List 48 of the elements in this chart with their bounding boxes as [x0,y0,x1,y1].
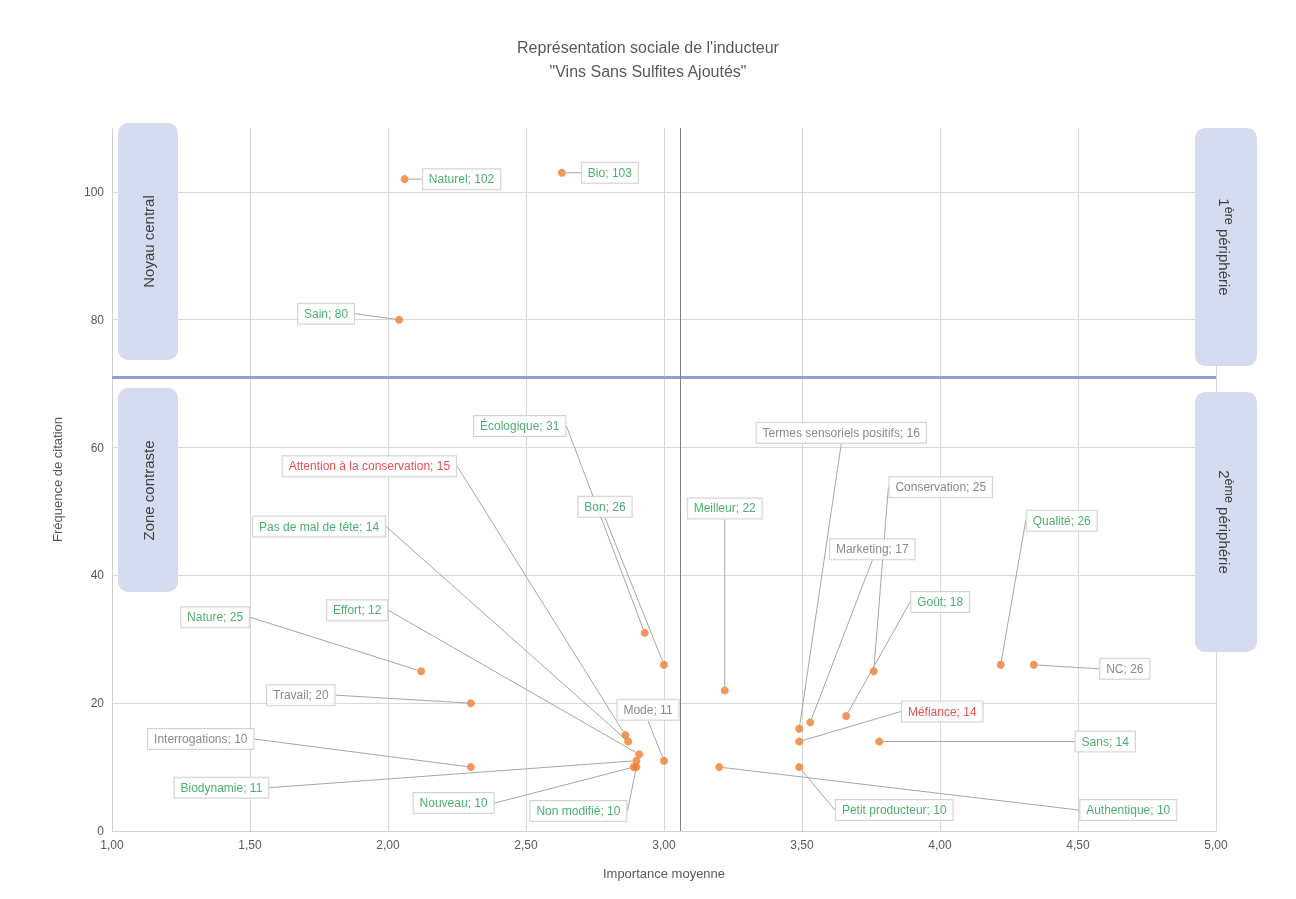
y-tick-label: 20 [90,696,105,711]
y-axis-title: Fréquence de citation [50,416,65,543]
data-label: Conservation; 25 [895,480,987,495]
data-label: Goût; 18 [917,594,964,609]
data-label: Petit producteur; 10 [841,803,947,818]
y-tick-label: 60 [90,440,105,455]
data-label: NC; 26 [1106,661,1144,676]
data-label: Écologique; 31 [479,417,560,433]
data-label: Authentique; 10 [1086,803,1171,818]
x-tick-label: 4,00 [928,838,952,852]
data-label: Effort; 12 [332,603,382,618]
x-tick-label: 1,00 [100,838,124,852]
data-label: Interrogations; 10 [154,732,248,747]
data-label: Biodynamie; 11 [180,780,263,795]
zone-tag: Zone contraste [118,388,178,592]
data-label: Nature; 25 [187,610,244,625]
data-label: Bio; 103 [587,165,633,180]
data-label: Attention à la conservation; 15 [288,459,451,474]
x-axis-title: Importance moyenne [602,866,726,881]
data-label: Qualité; 26 [1032,513,1092,528]
y-tick-label: 100 [83,184,105,199]
data-label: Nouveau; 10 [419,796,488,811]
data-label: Travail; 20 [273,688,329,703]
data-label: Sain; 80 [304,306,349,321]
x-tick-label: 2,00 [376,838,400,852]
annotation: Noyau central [139,195,157,288]
data-label: Pas de mal de tête; 14 [259,519,380,534]
x-tick-label: 4,50 [1066,838,1090,852]
x-tick-label: 3,00 [652,838,676,852]
chart-title: Représentation sociale de l'inducteur "Vins Sans Sulfites Ajoutés" [517,38,780,80]
data-label: Méfiance; 14 [907,704,977,719]
zone-tag: Noyau central [118,123,178,360]
data-label: Non modifié; 10 [536,804,621,819]
data-label: Sans; 14 [1081,734,1130,749]
y-tick-label: 80 [90,312,105,327]
y-tick-label: 40 [90,568,105,583]
data-label: Naturel; 102 [428,172,495,187]
x-tick-label: 5,00 [1204,838,1228,852]
x-tick-label: 2,50 [514,838,538,852]
y-tick-label: 0 [97,824,105,838]
x-tick-label: 3,50 [790,838,814,852]
x-tick-label: 1,50 [238,838,262,852]
data-label: Marketing; 17 [835,542,909,557]
data-label: Mode; 11 [623,702,673,717]
data-label: Bon; 26 [584,499,627,514]
annotation: Zone contraste [139,439,157,541]
data-label: Meilleur; 22 [693,501,757,516]
data-label: Termes sensoriels positifs; 16 [762,425,921,440]
